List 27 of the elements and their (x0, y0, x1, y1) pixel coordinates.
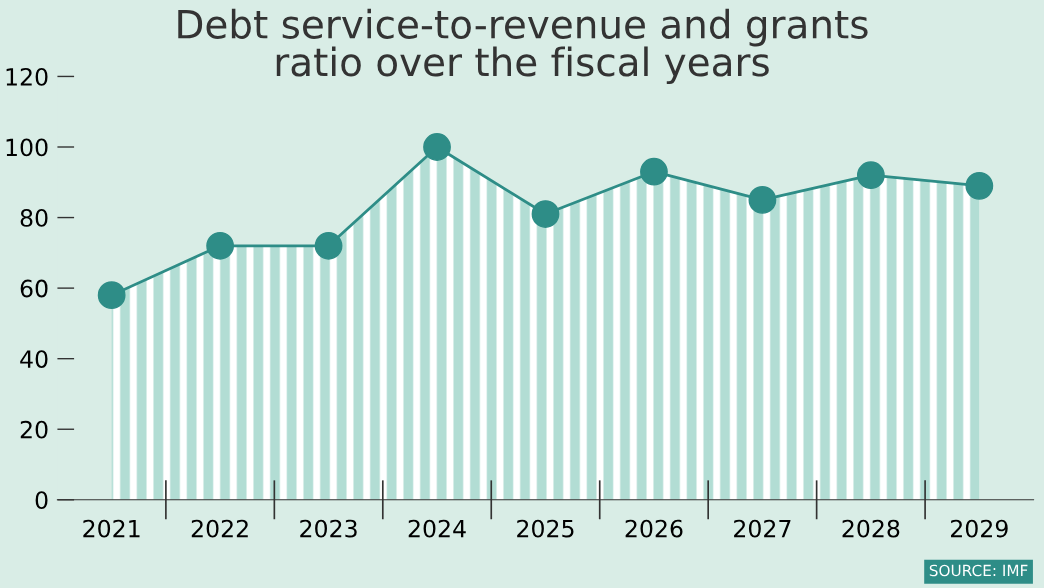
y-tick-label: 100 (6, 138, 48, 157)
point (856, 161, 885, 190)
x-tick-label: 2024 (408, 519, 466, 538)
y-tick-label: 20 (20, 420, 48, 439)
x-tick-label: 2026 (625, 519, 683, 538)
x-tick-label: 2029 (951, 519, 1008, 538)
x-tick-label: 2021 (83, 519, 140, 538)
x-tick-label: 2022 (191, 519, 248, 538)
point (206, 231, 234, 260)
source-note: SOURCE: IMF (929, 564, 1028, 577)
y-tick-label: 0 (35, 491, 48, 510)
chart-title: Debt service-to-revenue and grants ratio over the fiscal years (178, 8, 868, 85)
x-tick-label: 2028 (842, 519, 900, 538)
x-tick-label: 2025 (517, 519, 574, 538)
point (640, 157, 668, 186)
point (531, 200, 560, 228)
point (423, 133, 451, 161)
y-tick-label: 120 (6, 67, 48, 86)
point (748, 186, 777, 214)
point (314, 231, 343, 260)
point (97, 281, 126, 310)
x-tick-label: 2027 (734, 519, 791, 538)
x-tick-label: 2023 (300, 519, 357, 538)
y-tick-label: 60 (20, 279, 48, 298)
y-tick-label: 80 (20, 209, 48, 227)
point (965, 171, 994, 200)
y-tick-label: 40 (20, 350, 48, 368)
